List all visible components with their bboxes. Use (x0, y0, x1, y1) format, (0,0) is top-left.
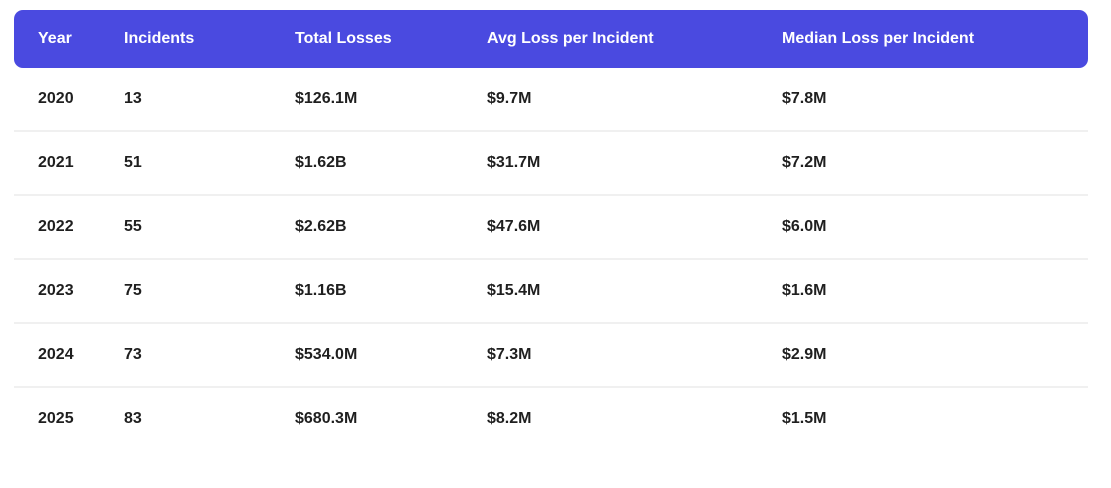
incidents-by-year-table: Year Incidents Total Losses Avg Loss per… (14, 10, 1088, 450)
cell-median-loss-per-incident: $7.8M (758, 68, 1088, 132)
cell-incidents: 51 (100, 132, 271, 196)
cell-total-losses: $2.62B (271, 196, 463, 260)
cell-incidents: 73 (100, 324, 271, 388)
cell-year: 2020 (14, 68, 100, 132)
table-header: Year Incidents Total Losses Avg Loss per… (14, 10, 1088, 68)
cell-total-losses: $680.3M (295, 410, 358, 427)
cell-median-loss-per-incident: $7.2M (758, 132, 1088, 196)
table-row: 2025 83 $680.3M $8.2M $1.5M (14, 388, 1088, 450)
table-row: 2023 75 $1.16B $15.4M $1.6M (14, 260, 1088, 324)
table-row: 2024 73 $534.0M $7.3M $2.9M (14, 324, 1088, 388)
header-row: Year Incidents Total Losses Avg Loss per… (14, 10, 1088, 68)
table-row: 2021 51 $1.62B $31.7M $7.2M (14, 132, 1088, 196)
cell-incidents: 83 (124, 410, 142, 427)
incidents-table-container: Year Incidents Total Losses Avg Loss per… (14, 10, 1088, 450)
cell-avg-loss-per-incident: $15.4M (463, 260, 758, 324)
cell-incidents: 55 (100, 196, 271, 260)
cell-avg-loss-per-incident: $47.6M (463, 196, 758, 260)
table-row: 2020 13 $126.1M $9.7M $7.8M (14, 68, 1088, 132)
cell-total-losses: $1.62B (271, 132, 463, 196)
cell-year: 2023 (14, 260, 100, 324)
cell-median-loss-per-incident: $1.6M (758, 260, 1088, 324)
column-header-year: Year (14, 10, 100, 68)
cell-avg-loss-per-incident: $7.3M (463, 324, 758, 388)
cell-avg-loss-per-incident: $9.7M (463, 68, 758, 132)
table-body: 2020 13 $126.1M $9.7M $7.8M 2021 51 $1.62B $31.7… (14, 68, 1088, 450)
cell-median-loss-per-incident: $1.5M (782, 410, 827, 427)
column-header-incidents: Incidents (100, 10, 271, 68)
cell-year: 2021 (14, 132, 100, 196)
cell-median-loss-per-incident: $2.9M (758, 324, 1088, 388)
cell-incidents: 75 (100, 260, 271, 324)
cell-avg-loss-per-incident: $31.7M (463, 132, 758, 196)
column-header-total-losses: Total Losses (271, 10, 463, 68)
cell-total-losses: $1.16B (271, 260, 463, 324)
cell-year: 2025 (38, 410, 74, 427)
table-row: 2022 55 $2.62B $47.6M $6.0M (14, 196, 1088, 260)
cell-incidents: 13 (100, 68, 271, 132)
cell-median-loss-per-incident: $6.0M (758, 196, 1088, 260)
cell-year: 2022 (14, 196, 100, 260)
cell-total-losses: $126.1M (271, 68, 463, 132)
cell-year: 2024 (14, 324, 100, 388)
column-header-median-loss: Median Loss per Incident (758, 10, 1088, 68)
cell-total-losses: $534.0M (271, 324, 463, 388)
column-header-avg-loss: Avg Loss per Incident (463, 10, 758, 68)
cell-avg-loss-per-incident: $8.2M (487, 410, 532, 427)
